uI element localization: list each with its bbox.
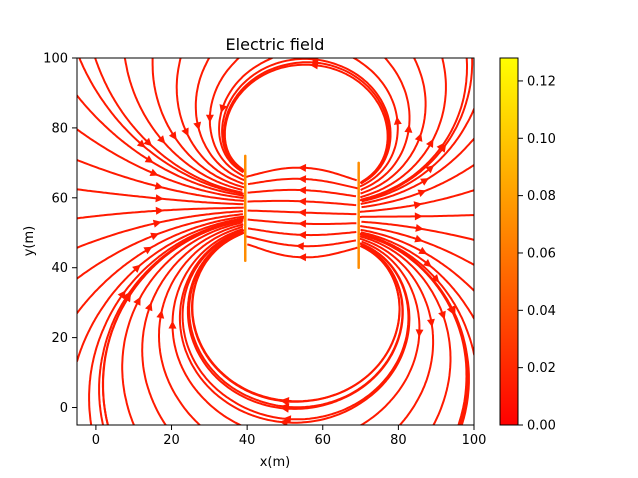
streamline-arrow (155, 194, 164, 203)
streamline-arrow (448, 306, 456, 316)
x-tick-label: 100 (462, 433, 487, 448)
streamline-arrow (426, 138, 434, 148)
streamline (77, 215, 245, 315)
streamline-arrow (117, 290, 126, 300)
streamline-arrow (417, 189, 427, 197)
streamline-arrow (122, 292, 130, 301)
plot-frame (76, 57, 475, 426)
streamline-arrow (404, 124, 413, 133)
streamline-arrow (431, 274, 440, 283)
y-tick-label: 0 (60, 401, 68, 416)
streamline-arrow (298, 197, 307, 206)
streamline-arrow (144, 155, 154, 163)
streamline-arrow (418, 246, 428, 255)
streamline (178, 229, 411, 424)
streamline-arrow (181, 127, 189, 137)
streamline-arrow (143, 137, 153, 147)
x-tick-label: 40 (239, 433, 256, 448)
streamline-arrow (414, 234, 424, 243)
x-tick-label: 80 (390, 433, 407, 448)
streamline-arrow (154, 182, 164, 190)
streamline-arrow (168, 131, 177, 141)
streamline-arrow (149, 168, 159, 176)
y-tick-label: 60 (51, 191, 68, 206)
streamline-arrow (193, 121, 202, 131)
streamline (360, 58, 411, 191)
streamline-arrow (414, 212, 423, 221)
y-axis-ticks: 0 20 40 60 80 100 (43, 52, 77, 416)
colorbar-ticks: 0.00 0.02 0.04 0.06 0.08 0.10 0.12 (518, 74, 556, 434)
y-tick-label: 40 (51, 261, 68, 276)
x-axis-ticks: 0 20 40 60 80 100 (92, 425, 487, 448)
streamline-arrow (415, 329, 424, 338)
streamline-arrow (133, 296, 141, 306)
colorbar-tick-label: 0.04 (527, 304, 556, 319)
streamline (361, 106, 474, 203)
streamline-arrow (280, 404, 290, 413)
streamline-arrow (145, 302, 153, 312)
streamline-arrow (298, 219, 307, 228)
streamline-arrow (438, 310, 446, 320)
y-tick-label: 20 (51, 331, 68, 346)
chart-title: Electric field (226, 35, 325, 54)
streamline-arrow (150, 232, 160, 241)
electrodes (244, 154, 360, 269)
streamline-arrow (279, 418, 288, 425)
colorbar-tick-label: 0.06 (527, 246, 556, 261)
streamline-arrow (295, 242, 304, 251)
streamline-arrow (413, 201, 423, 210)
streamline-arrow (219, 104, 228, 113)
colorbar-tick-label: 0.00 (527, 419, 556, 434)
streamline-arrow (298, 253, 307, 262)
streamline-arrow (393, 116, 402, 125)
colorbar (499, 57, 519, 426)
streamline-arrow (414, 133, 423, 142)
streamline-arrow (205, 114, 214, 123)
colorbar-tick-label: 0.08 (527, 189, 556, 204)
streamline-arrow (155, 206, 164, 215)
streamline-arrow (420, 178, 429, 186)
streamline-arrow (156, 310, 165, 319)
x-tick-label: 60 (314, 433, 331, 448)
streamline (186, 231, 404, 410)
streamline-arrow (298, 175, 307, 184)
y-tick-label: 100 (43, 52, 68, 67)
streamline-arrow (427, 318, 435, 328)
streamline-arrow (425, 165, 435, 174)
streamline-arrow (152, 219, 162, 228)
colorbar-tick-label: 0.12 (527, 74, 556, 89)
streamline-arrow (298, 231, 307, 239)
streamline-arrow (157, 135, 166, 144)
streamline-arrow (298, 186, 307, 195)
y-tick-label: 80 (51, 121, 68, 136)
streamline-arrow (132, 264, 141, 273)
streamline-arrow (415, 224, 424, 232)
streamline-arrow (168, 320, 177, 329)
streamline-arrow (143, 246, 153, 255)
streamline-arrow (136, 139, 146, 148)
streamline (191, 231, 401, 403)
streamline-arrow (309, 61, 318, 70)
streamline-arrow (298, 163, 307, 172)
streamline (181, 230, 410, 421)
x-tick-label: 20 (163, 433, 180, 448)
streamline (360, 233, 468, 425)
colorbar-tick-label: 0.10 (527, 132, 556, 147)
colorbar-tick-label: 0.02 (527, 361, 556, 376)
streamline (359, 235, 452, 425)
streamline-arrow (280, 397, 289, 406)
streamline-arrow (298, 208, 307, 217)
streamlines (77, 58, 474, 425)
streamline (221, 58, 392, 185)
streamline-arrow (436, 142, 445, 152)
streamline-arrow (423, 259, 432, 268)
x-axis-label: x(m) (260, 455, 291, 470)
y-axis-label: y(m) (22, 226, 37, 257)
streamline-arrow (309, 58, 318, 64)
x-tick-label: 0 (92, 433, 100, 448)
